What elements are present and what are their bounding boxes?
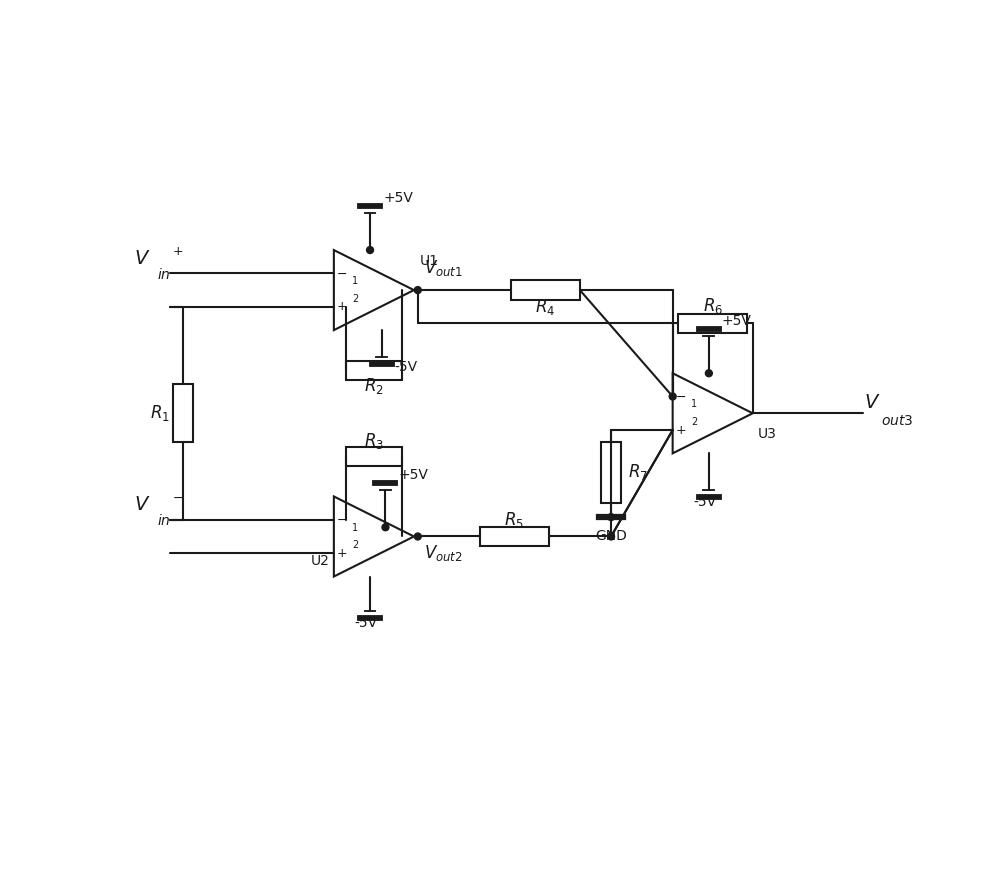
Polygon shape <box>673 374 753 453</box>
Text: -5V: -5V <box>355 616 378 630</box>
Bar <box>678 314 747 333</box>
Text: $out3$: $out3$ <box>881 414 913 428</box>
Circle shape <box>608 514 615 521</box>
Text: +5V: +5V <box>722 314 752 327</box>
Bar <box>346 361 402 380</box>
Text: $R_6$: $R_6$ <box>703 296 723 316</box>
Text: $R_2$: $R_2$ <box>364 375 384 395</box>
Circle shape <box>414 287 421 294</box>
Circle shape <box>669 393 676 400</box>
Circle shape <box>382 523 389 530</box>
Bar <box>480 527 549 546</box>
Text: GND: GND <box>595 529 627 543</box>
Text: 2: 2 <box>352 540 359 550</box>
Text: $R_1$: $R_1$ <box>150 403 170 423</box>
Circle shape <box>608 533 615 540</box>
Text: $+$: $+$ <box>172 245 183 258</box>
Polygon shape <box>334 496 414 577</box>
Text: $R_3$: $R_3$ <box>364 431 384 451</box>
Text: +5V: +5V <box>399 468 428 482</box>
Text: +5V: +5V <box>383 191 413 205</box>
Text: 1: 1 <box>352 276 358 287</box>
Text: U2: U2 <box>311 553 330 568</box>
Text: $in$: $in$ <box>157 513 170 528</box>
Text: $V$: $V$ <box>864 395 881 412</box>
Text: $+$: $+$ <box>336 300 347 314</box>
Text: $V_{out1}$: $V_{out1}$ <box>424 258 463 278</box>
Text: $R_4$: $R_4$ <box>535 297 555 317</box>
Text: $in$: $in$ <box>157 267 170 281</box>
Text: $+$: $+$ <box>675 423 686 436</box>
Circle shape <box>705 370 712 377</box>
Text: $V$: $V$ <box>134 250 150 268</box>
Text: U1: U1 <box>419 254 438 268</box>
Circle shape <box>414 533 421 540</box>
Text: 1: 1 <box>352 523 358 533</box>
Bar <box>346 447 402 466</box>
Text: $-$: $-$ <box>336 513 347 526</box>
Text: $-$: $-$ <box>172 491 183 504</box>
Text: U3: U3 <box>758 427 777 441</box>
Text: $-$: $-$ <box>336 267 347 280</box>
Text: $V_{out2}$: $V_{out2}$ <box>424 543 463 563</box>
Text: 2: 2 <box>691 417 697 427</box>
Circle shape <box>367 246 374 253</box>
Text: 1: 1 <box>691 400 697 409</box>
Text: $+$: $+$ <box>336 547 347 560</box>
Text: $-$: $-$ <box>675 390 686 403</box>
Text: -5V: -5V <box>395 360 418 374</box>
Text: $V$: $V$ <box>134 496 150 515</box>
Polygon shape <box>334 250 414 330</box>
Text: $R_5$: $R_5$ <box>504 510 524 530</box>
Text: -5V: -5V <box>693 495 717 509</box>
Text: 2: 2 <box>352 294 359 304</box>
Bar <box>601 442 621 503</box>
Bar <box>173 384 193 442</box>
Bar <box>511 280 580 300</box>
Text: $R_7$: $R_7$ <box>628 463 648 483</box>
